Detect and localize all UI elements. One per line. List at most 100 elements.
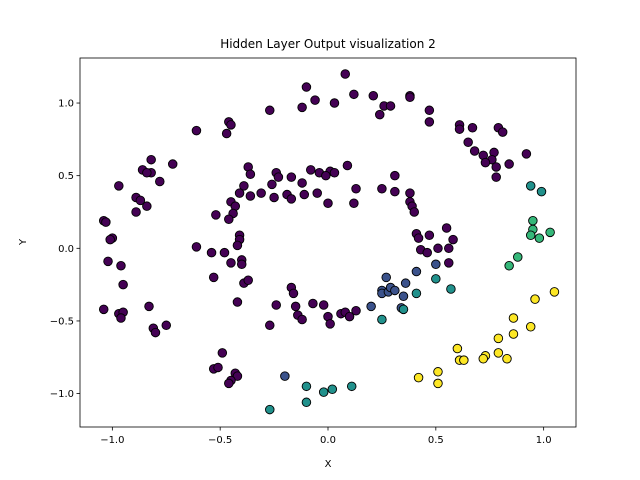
scatter-point — [221, 128, 232, 139]
scatter-point — [306, 165, 316, 175]
scatter-point — [525, 322, 536, 332]
scatter-point — [301, 397, 312, 408]
y-tick-label: 0.5 — [58, 171, 74, 182]
scatter-point — [444, 258, 454, 268]
scatter-point — [368, 91, 379, 101]
scatter-point — [114, 181, 124, 191]
scatter-point — [232, 240, 243, 251]
y-axis-label: Y — [18, 238, 29, 246]
scatter-point — [142, 168, 152, 178]
scatter-point — [265, 404, 275, 415]
scatter-point — [98, 304, 109, 315]
scatter-point — [329, 168, 340, 178]
scatter-point — [351, 306, 361, 316]
scatter-point — [321, 170, 331, 181]
scatter-point — [366, 301, 376, 312]
scatter-point — [467, 122, 478, 133]
scatter-point — [297, 314, 307, 325]
scatter-point — [232, 371, 243, 381]
scatter-point — [265, 105, 275, 116]
scatter-point — [411, 288, 422, 299]
x-tick-label: −1.0 — [100, 435, 124, 446]
scatter-point — [525, 230, 536, 240]
scatter-point — [375, 109, 385, 120]
scatter-point — [433, 243, 443, 254]
scatter-point — [308, 298, 318, 309]
scatter-point — [273, 172, 284, 182]
scatter-point — [101, 217, 111, 227]
scatter-point — [219, 247, 230, 258]
scatter-point — [290, 301, 301, 312]
scatter-point — [493, 333, 504, 344]
scatter-point — [452, 343, 463, 354]
scatter-point — [411, 266, 422, 277]
scatter-point — [351, 183, 361, 194]
scatter-point — [131, 207, 141, 217]
scatter-point — [433, 378, 443, 389]
scatter-point — [232, 297, 243, 307]
y-tick-label: 1.0 — [58, 99, 74, 110]
scatter-point — [480, 157, 491, 168]
scatter-point — [346, 381, 357, 392]
scatter-point — [224, 378, 234, 389]
scatter-point — [431, 274, 441, 284]
scatter-point — [536, 186, 547, 197]
scatter-point — [297, 102, 307, 113]
scatter-point — [463, 137, 473, 148]
scatter-point — [312, 188, 322, 198]
scatter-point — [340, 69, 351, 79]
scatter-point — [545, 227, 555, 238]
scatter-point — [405, 92, 415, 102]
scatter-point — [448, 234, 458, 245]
scatter-point — [224, 214, 234, 225]
scatter-point — [431, 259, 441, 270]
scatter-point — [146, 154, 156, 165]
scatter-point — [349, 198, 359, 209]
scatter-point — [239, 181, 249, 191]
scatter-point — [301, 82, 312, 92]
scatter-point — [441, 223, 452, 233]
scatter-point — [301, 381, 312, 392]
scatter-point — [469, 146, 480, 156]
y-tick-label: −0.5 — [50, 316, 74, 327]
scatter-point — [422, 247, 432, 258]
scatter-point — [454, 124, 465, 134]
scatter-point — [213, 362, 223, 373]
scatter-point — [288, 288, 299, 299]
scatter-point — [245, 191, 256, 201]
scatter-point — [525, 181, 536, 191]
scatter-point — [349, 89, 359, 100]
scatter-point — [234, 188, 245, 198]
scatter-point — [405, 188, 415, 198]
scatter-point — [446, 284, 456, 294]
scatter-point — [508, 313, 519, 323]
scatter-point — [325, 319, 335, 329]
scatter-point — [342, 160, 353, 171]
y-tick-label: 0.0 — [58, 244, 74, 255]
scatter-point — [265, 320, 275, 331]
scatter-point — [390, 186, 400, 197]
scatter-point — [444, 243, 454, 254]
scatter-point — [286, 172, 297, 182]
scatter-point — [256, 188, 266, 198]
scatter-point — [103, 256, 113, 267]
x-tick-label: −0.5 — [208, 435, 232, 446]
scatter-point — [424, 117, 435, 127]
scatter-point — [116, 313, 126, 323]
scatter-point — [521, 149, 532, 159]
scatter-point — [155, 176, 165, 187]
scatter-point — [377, 183, 387, 194]
y-axis-ticks: −1.0 −0.5 0.0 0.5 1.0 — [50, 99, 80, 400]
scatter-point — [243, 275, 253, 286]
scatter-point — [433, 367, 443, 377]
scatter-point — [267, 179, 277, 190]
scatter-point — [271, 300, 281, 310]
scatter-point — [211, 210, 221, 220]
x-tick-label: 1.0 — [536, 435, 552, 446]
scatter-point — [226, 258, 236, 268]
scatter-point — [206, 247, 217, 258]
scatter-point — [459, 355, 469, 365]
scatter-point — [161, 320, 172, 331]
scatter-point — [167, 159, 178, 169]
